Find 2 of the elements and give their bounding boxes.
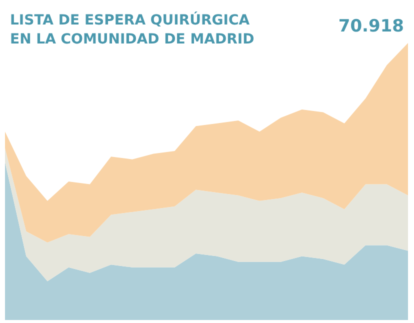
text: 70.918 [338,16,404,36]
chart-title: LISTA DE ESPERA QUIRÚRGICA EN LA COMUNIDAD DE MADRID [10,12,254,48]
